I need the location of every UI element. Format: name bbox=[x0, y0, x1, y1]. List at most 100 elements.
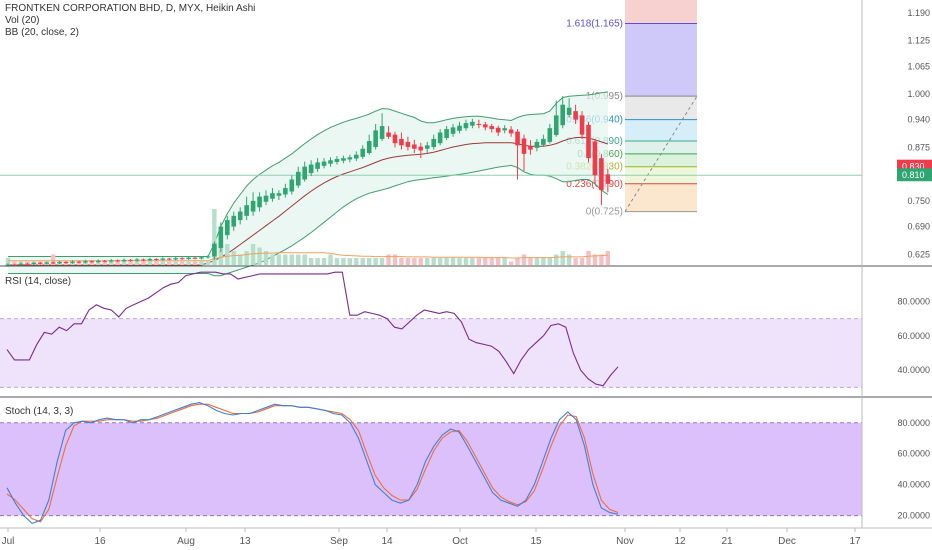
rsi-tick-label: 40.0000 bbox=[897, 365, 930, 375]
candle-body bbox=[70, 261, 75, 263]
candle-body bbox=[295, 171, 301, 186]
stoch-pane[interactable] bbox=[0, 402, 862, 525]
candle-body bbox=[250, 200, 256, 212]
price-tick-label: 0.625 bbox=[907, 249, 930, 259]
volume-bar bbox=[547, 258, 552, 265]
candle-body bbox=[25, 263, 30, 265]
rsi-legend: RSI (14, close) bbox=[5, 276, 72, 287]
rsi-line bbox=[6, 271, 619, 387]
volume-bar bbox=[109, 261, 114, 265]
volume-bar bbox=[167, 261, 172, 265]
time-tick-label: 17 bbox=[849, 536, 861, 547]
candle-body bbox=[321, 161, 327, 166]
candle-body bbox=[354, 154, 359, 159]
volume-bar bbox=[5, 258, 11, 265]
candle-body bbox=[489, 126, 495, 130]
candle-body bbox=[444, 129, 449, 139]
volume-bar bbox=[573, 258, 578, 265]
volume-bar bbox=[179, 261, 185, 265]
candle-body bbox=[128, 259, 133, 261]
rsi-tick-label: 80.0000 bbox=[897, 296, 930, 306]
candle-body bbox=[12, 264, 17, 266]
candle-body bbox=[18, 263, 24, 265]
price-badge-bg bbox=[897, 168, 932, 182]
candle-body bbox=[502, 128, 507, 131]
volume-bar bbox=[212, 209, 217, 265]
volume-ma-line bbox=[8, 252, 608, 262]
volume-bar bbox=[315, 258, 320, 265]
fib-zone bbox=[625, 0, 697, 24]
volume-bar bbox=[347, 258, 353, 265]
volume-bar bbox=[283, 254, 288, 265]
volume-bar bbox=[392, 254, 398, 265]
candle-body bbox=[553, 115, 559, 136]
volume-bar bbox=[302, 254, 307, 265]
volume-bar bbox=[386, 254, 391, 265]
candle-body bbox=[121, 259, 127, 262]
rsi-band bbox=[0, 318, 862, 388]
volume-bar bbox=[534, 258, 540, 265]
candle-body bbox=[463, 123, 469, 129]
price-tick-label: 1.065 bbox=[907, 61, 930, 71]
candle-body bbox=[495, 127, 501, 133]
fib-trend-line bbox=[624, 95, 698, 212]
candle-body bbox=[96, 260, 101, 263]
candle-body bbox=[599, 158, 604, 191]
candle-body bbox=[483, 124, 488, 128]
candle-body bbox=[341, 158, 346, 161]
volume-bar bbox=[134, 261, 140, 265]
volume-bar bbox=[444, 258, 449, 265]
bb-basis-line bbox=[8, 136, 609, 266]
volume-bar bbox=[250, 244, 256, 265]
price-pane[interactable]: 1.618(1.165)1(0.995)0.786(0.940)0.618(0.… bbox=[0, 0, 862, 277]
time-tick-label: 16 bbox=[94, 536, 106, 547]
candle-body bbox=[399, 138, 404, 146]
stoch-k-line bbox=[6, 402, 619, 525]
candle-body bbox=[308, 164, 314, 174]
volume-bar bbox=[515, 258, 520, 265]
volume-bar bbox=[457, 258, 462, 265]
volume-bar bbox=[334, 258, 340, 265]
candle-body bbox=[437, 132, 443, 144]
stoch-tick-label: 80.0000 bbox=[897, 418, 930, 428]
price-tick-label: 1.000 bbox=[907, 89, 930, 99]
candle-body bbox=[102, 260, 108, 262]
volume-bar bbox=[192, 261, 198, 265]
candle-body bbox=[192, 257, 198, 259]
candle-body bbox=[270, 193, 275, 199]
candle-body bbox=[386, 132, 391, 137]
volume-bar bbox=[89, 261, 95, 265]
candle-body bbox=[205, 256, 211, 258]
candle-body bbox=[212, 243, 217, 257]
volume-bar bbox=[147, 261, 153, 265]
volume-bar bbox=[257, 247, 262, 265]
candle-body bbox=[50, 262, 56, 264]
price-tick-label: 0.690 bbox=[907, 222, 930, 232]
volume-bar bbox=[599, 254, 604, 265]
candle-body bbox=[218, 226, 224, 248]
candle-body bbox=[89, 261, 95, 263]
candle-body bbox=[476, 123, 482, 125]
candle-body bbox=[276, 193, 282, 196]
rsi-pane[interactable] bbox=[0, 271, 862, 388]
volume-bar bbox=[418, 258, 423, 265]
volume-bar bbox=[476, 258, 482, 265]
volume-bar bbox=[154, 261, 159, 265]
volume-bar bbox=[128, 261, 133, 265]
time-tick-label: Jul bbox=[2, 536, 15, 547]
volume-bar bbox=[367, 258, 372, 265]
volume-bar bbox=[489, 258, 494, 265]
volume-bar bbox=[231, 251, 236, 265]
price-tick-label: 0.940 bbox=[907, 115, 930, 125]
candle-body bbox=[141, 259, 146, 261]
volume-bar bbox=[521, 254, 527, 265]
candle-body bbox=[605, 174, 611, 184]
candle-body bbox=[347, 157, 353, 160]
candle-body bbox=[237, 211, 243, 221]
volume-bar bbox=[199, 261, 204, 265]
candle-body bbox=[579, 115, 585, 135]
fib-zone bbox=[625, 183, 697, 212]
volume-bar bbox=[141, 261, 146, 265]
volume-bar bbox=[173, 261, 178, 265]
